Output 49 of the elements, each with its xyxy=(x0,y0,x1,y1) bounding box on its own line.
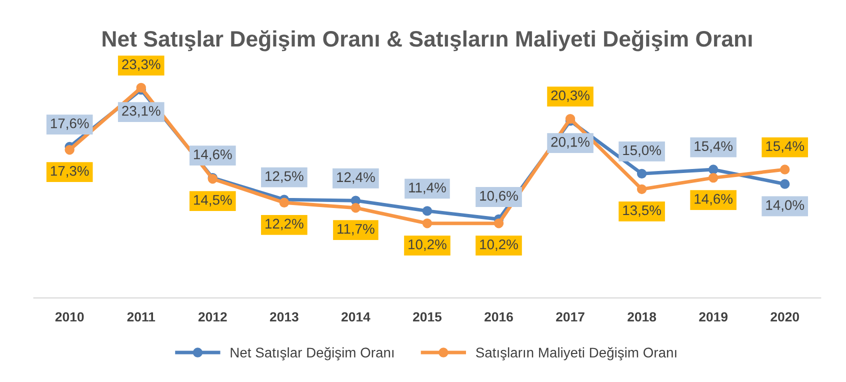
point xyxy=(636,168,647,179)
x-tick-label: 2020 xyxy=(770,312,799,322)
point xyxy=(279,198,290,208)
data-label: 10,6% xyxy=(480,190,518,202)
data-label: 17,6% xyxy=(50,118,89,130)
point xyxy=(780,164,790,174)
data-label: 15,4% xyxy=(766,141,804,153)
data-label: 10,2% xyxy=(480,239,518,251)
data-label: 12,4% xyxy=(337,172,375,184)
data-label: 20,1% xyxy=(551,136,590,148)
point xyxy=(636,184,647,194)
data-label: 20,3% xyxy=(551,90,590,102)
point xyxy=(350,202,361,213)
x-tick-label: 2014 xyxy=(341,312,370,322)
x-tick-label: 2012 xyxy=(198,312,227,322)
x-tick-label: 2019 xyxy=(699,312,728,322)
data-label: 12,5% xyxy=(266,171,304,183)
data-label: 11,7% xyxy=(338,224,374,236)
point xyxy=(422,218,432,228)
x-tick-label: 2011 xyxy=(127,312,156,322)
data-label: 15,0% xyxy=(623,145,662,157)
point xyxy=(494,218,504,228)
data-label: 14,5% xyxy=(194,195,232,206)
data-label: 17,3% xyxy=(50,166,89,178)
x-tick-label: 2017 xyxy=(556,312,584,322)
data-label: 14,6% xyxy=(694,194,733,206)
x-tick-label: 2010 xyxy=(55,312,84,322)
data-label: 14,0% xyxy=(766,200,804,212)
point xyxy=(708,172,718,183)
data-label: 14,6% xyxy=(194,149,232,161)
legend-label: Net Satışlar Değişim Oranı xyxy=(230,347,394,360)
data-label: 23,3% xyxy=(122,59,160,71)
data-label: 13,5% xyxy=(623,205,662,217)
data-label: 15,4% xyxy=(694,141,733,153)
x-tick-label: 2013 xyxy=(270,312,298,322)
point xyxy=(64,145,74,155)
x-tick-label: 2016 xyxy=(484,312,513,322)
point xyxy=(708,164,718,174)
data-label: 23,1% xyxy=(122,106,160,118)
data-label: 12,2% xyxy=(266,218,304,230)
chart-title: Net Satışlar Değişim Oranı & Satışların Maliyeti Değişim Oranı xyxy=(102,30,752,52)
point xyxy=(422,206,432,216)
data-label: 10,2% xyxy=(408,239,446,251)
x-tick-label: 2015 xyxy=(413,312,442,322)
legend-label: Satışların Maliyeti Değişim Oranı xyxy=(476,347,676,360)
data-label: 11,4% xyxy=(409,182,446,194)
x-tick-label: 2018 xyxy=(628,312,656,322)
point xyxy=(780,179,790,189)
point xyxy=(565,114,576,124)
